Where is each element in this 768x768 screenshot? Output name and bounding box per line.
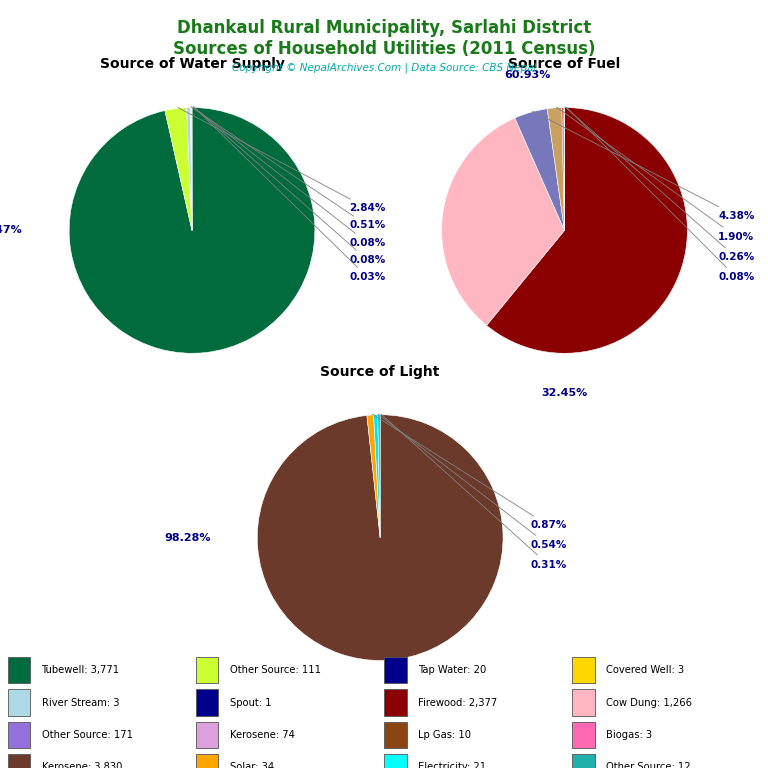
FancyBboxPatch shape — [384, 753, 406, 768]
Text: Lp Gas: 10: Lp Gas: 10 — [418, 730, 471, 740]
Wedge shape — [69, 108, 315, 353]
Text: Biogas: 3: Biogas: 3 — [606, 730, 652, 740]
Wedge shape — [378, 415, 380, 538]
Title: Source of Fuel: Source of Fuel — [508, 58, 621, 71]
Text: Other Source: 111: Other Source: 111 — [230, 665, 321, 675]
Title: Source of Water Supply: Source of Water Supply — [100, 58, 284, 71]
Text: 0.31%: 0.31% — [381, 414, 566, 570]
FancyBboxPatch shape — [8, 722, 30, 748]
Text: 0.54%: 0.54% — [378, 414, 567, 550]
Wedge shape — [562, 108, 564, 230]
Wedge shape — [373, 415, 380, 538]
Wedge shape — [442, 118, 564, 326]
Text: Copyright © NepalArchives.Com | Data Source: CBS Nepal: Copyright © NepalArchives.Com | Data Sou… — [232, 63, 536, 74]
Text: 0.03%: 0.03% — [194, 107, 386, 282]
Wedge shape — [515, 109, 564, 230]
FancyBboxPatch shape — [384, 690, 406, 716]
Text: Other Source: 171: Other Source: 171 — [41, 730, 133, 740]
Text: 0.87%: 0.87% — [372, 414, 567, 531]
FancyBboxPatch shape — [384, 657, 406, 684]
Text: 4.38%: 4.38% — [532, 111, 754, 220]
Text: Dhankaul Rural Municipality, Sarlahi District: Dhankaul Rural Municipality, Sarlahi Dis… — [177, 19, 591, 37]
Wedge shape — [191, 108, 192, 230]
Wedge shape — [548, 108, 564, 230]
FancyBboxPatch shape — [8, 753, 30, 768]
Text: Solar: 34: Solar: 34 — [230, 762, 274, 768]
Text: Tap Water: 20: Tap Water: 20 — [418, 665, 486, 675]
Text: Covered Well: 3: Covered Well: 3 — [606, 665, 684, 675]
FancyBboxPatch shape — [196, 753, 218, 768]
Wedge shape — [190, 108, 192, 230]
Wedge shape — [487, 108, 687, 353]
Text: Electricity: 21: Electricity: 21 — [418, 762, 486, 768]
Wedge shape — [367, 415, 380, 538]
Text: 0.26%: 0.26% — [565, 107, 754, 263]
FancyBboxPatch shape — [196, 690, 218, 716]
FancyBboxPatch shape — [572, 657, 594, 684]
Text: Other Source: 12: Other Source: 12 — [606, 762, 690, 768]
Text: 0.08%: 0.08% — [193, 107, 386, 248]
Title: Source of Light: Source of Light — [320, 365, 440, 379]
Text: Sources of Household Utilities (2011 Census): Sources of Household Utilities (2011 Cen… — [173, 40, 595, 58]
Text: 32.45%: 32.45% — [541, 388, 588, 398]
FancyBboxPatch shape — [196, 657, 218, 684]
FancyBboxPatch shape — [572, 753, 594, 768]
Text: 0.08%: 0.08% — [566, 107, 754, 282]
Text: River Stream: 3: River Stream: 3 — [41, 697, 119, 707]
Wedge shape — [165, 108, 192, 230]
Text: Kerosene: 3,830: Kerosene: 3,830 — [41, 762, 122, 768]
Text: 60.93%: 60.93% — [505, 71, 551, 81]
Wedge shape — [257, 415, 503, 660]
Text: Cow Dung: 1,266: Cow Dung: 1,266 — [606, 697, 692, 707]
Text: Firewood: 2,377: Firewood: 2,377 — [418, 697, 497, 707]
Text: 0.51%: 0.51% — [190, 107, 386, 230]
FancyBboxPatch shape — [384, 722, 406, 748]
FancyBboxPatch shape — [572, 722, 594, 748]
Text: 2.84%: 2.84% — [178, 108, 386, 214]
FancyBboxPatch shape — [8, 690, 30, 716]
FancyBboxPatch shape — [572, 690, 594, 716]
Text: Spout: 1: Spout: 1 — [230, 697, 271, 707]
Text: 1.90%: 1.90% — [557, 107, 754, 242]
Text: Tubewell: 3,771: Tubewell: 3,771 — [41, 665, 120, 675]
FancyBboxPatch shape — [8, 657, 30, 684]
Text: 0.08%: 0.08% — [194, 107, 386, 265]
FancyBboxPatch shape — [196, 722, 218, 748]
Text: Kerosene: 74: Kerosene: 74 — [230, 730, 295, 740]
Text: 96.47%: 96.47% — [0, 225, 22, 236]
Text: 98.28%: 98.28% — [164, 532, 210, 543]
Wedge shape — [187, 108, 192, 230]
